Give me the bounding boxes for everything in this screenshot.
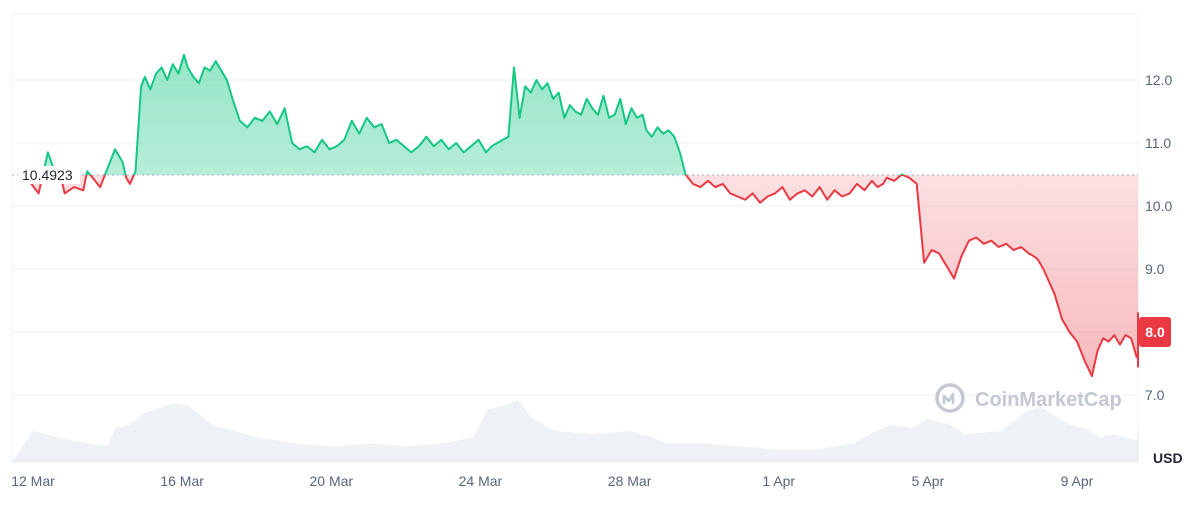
y-tick-label-0: 7.0 (1145, 387, 1165, 403)
x-tick-label-0: 12 Mar (11, 473, 55, 489)
y-tick-label-2: 9.0 (1145, 261, 1165, 277)
x-tick-label-4: 28 Mar (608, 473, 652, 489)
current-price-badge (1139, 317, 1171, 347)
x-tick-label-7: 9 Apr (1061, 473, 1094, 489)
x-tick-label-6: 5 Apr (912, 473, 945, 489)
x-tick-label-1: 16 Mar (160, 473, 204, 489)
watermark: CoinMarketCap (935, 383, 1122, 413)
x-tick-label-3: 24 Mar (459, 473, 503, 489)
baseline-label: 10.4923 (22, 167, 73, 183)
x-tick-label-5: 1 Apr (762, 473, 795, 489)
y-tick-label-3: 10.0 (1145, 198, 1172, 214)
y-tick-label-4: 11.0 (1145, 135, 1171, 151)
current-price-group: 8.0 (1139, 317, 1171, 347)
watermark-text: CoinMarketCap (975, 389, 1122, 411)
price-line-above-baseline[interactable] (21, 53, 1138, 376)
y-axis-ticks: 7.0 9.0 10.0 11.0 12.0 (1145, 72, 1172, 403)
x-axis-ticks: 12 Mar 16 Mar 20 Mar 24 Mar 28 Mar 1 Apr 5 Apr… (11, 473, 1093, 489)
price-area-above-baseline (21, 54, 903, 175)
currency-label: USD (1153, 450, 1183, 466)
coinmarketcap-logo-icon (935, 383, 965, 413)
price-line-below-baseline[interactable] (22, 55, 1139, 378)
y-tick-label-5: 12.0 (1145, 72, 1172, 88)
price-area-below-baseline (21, 174, 1138, 377)
x-tick-label-2: 20 Mar (309, 473, 353, 489)
baseline-label-bg (18, 165, 80, 184)
baseline-label-group: 10.4923 (18, 165, 80, 184)
current-price-label: 8.0 (1145, 324, 1165, 340)
volume-area (12, 400, 1138, 462)
